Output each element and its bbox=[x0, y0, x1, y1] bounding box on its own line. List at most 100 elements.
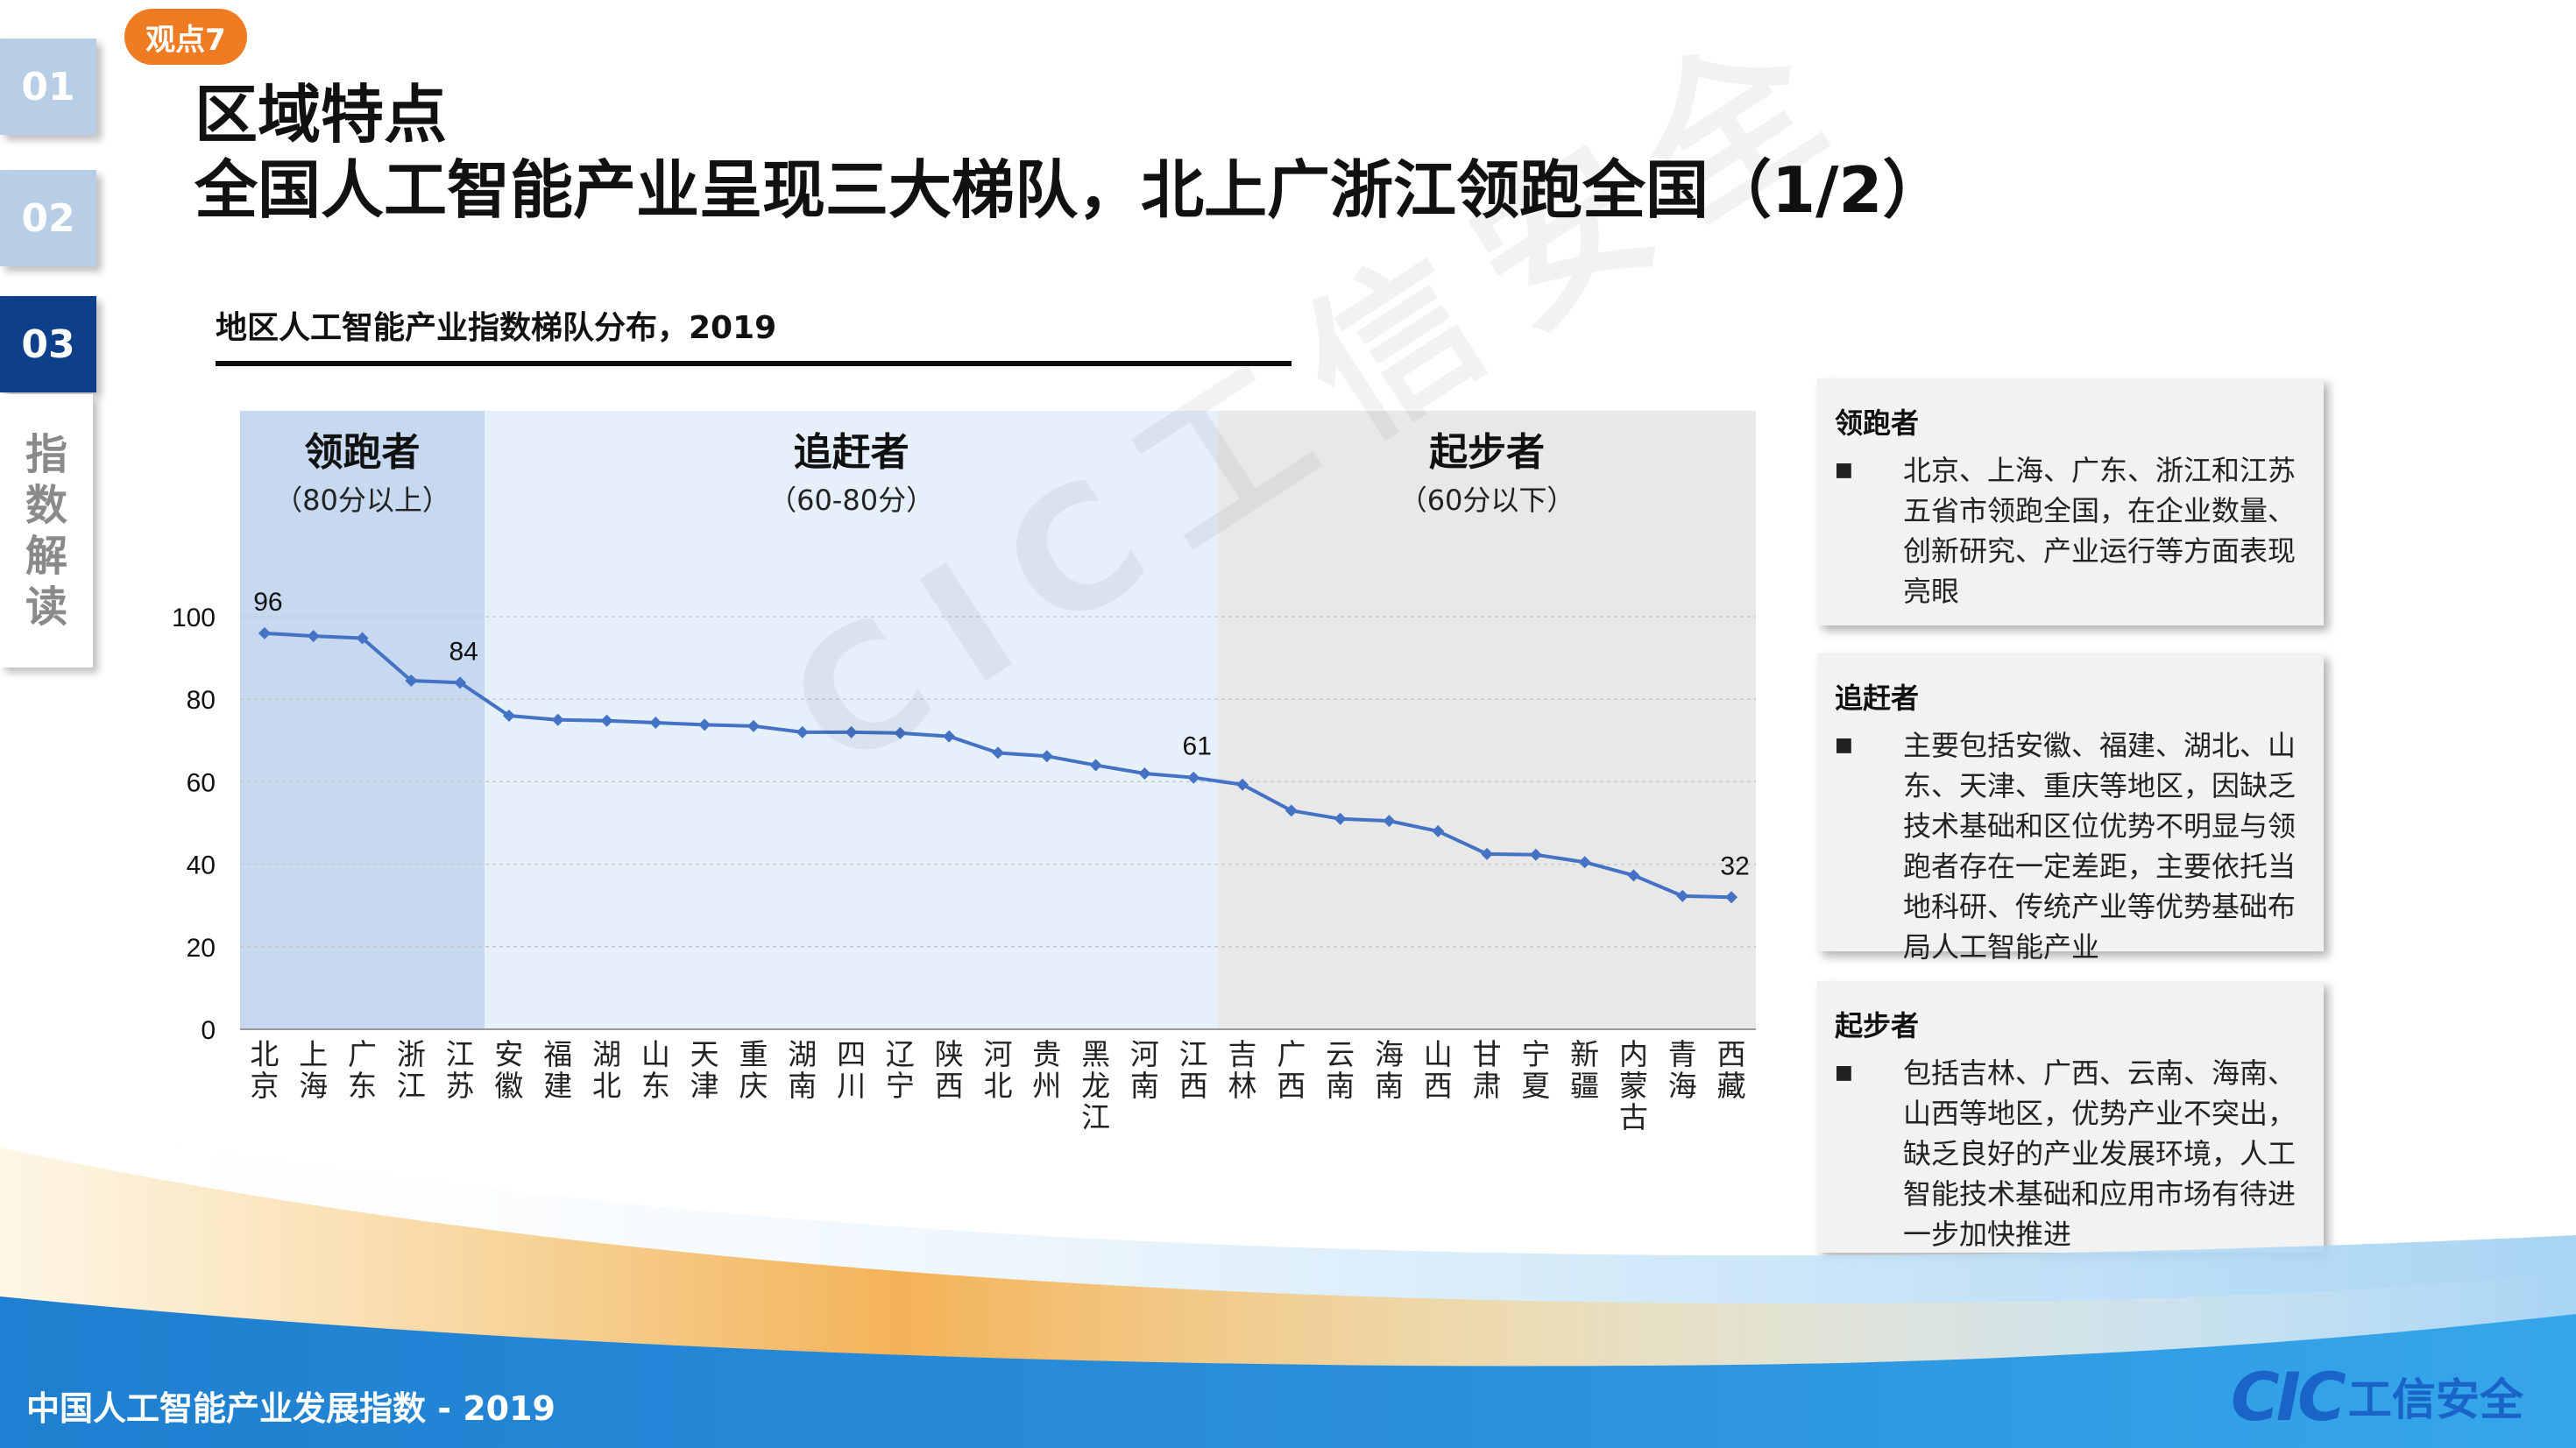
x-tick-label: 湖南 bbox=[788, 1037, 817, 1103]
panel-starters: 起步者 ■ 包括吉林、广西、云南、海南、山西等地区，优势产业不突出，缺乏良好的产… bbox=[1817, 981, 2324, 1253]
x-tick-label: 山西 bbox=[1424, 1037, 1453, 1103]
y-tick-label: 60 bbox=[187, 768, 216, 797]
data-point bbox=[1432, 824, 1445, 837]
x-tick-label: 湖北 bbox=[592, 1037, 621, 1103]
panel-text: 北京、上海、广东、浙江和江苏五省市领跑全国，在企业数量、创新研究、产业运行等方面… bbox=[1903, 454, 2296, 608]
data-point bbox=[894, 726, 907, 739]
data-point bbox=[1334, 812, 1347, 825]
data-point bbox=[258, 626, 271, 639]
data-point bbox=[1481, 847, 1494, 860]
data-point bbox=[992, 746, 1004, 759]
x-tick-label: 陕西 bbox=[935, 1037, 964, 1103]
chart-title-rule bbox=[216, 361, 1292, 366]
side-char: 指 bbox=[25, 430, 67, 479]
tier-range: （80分以上） bbox=[274, 484, 450, 517]
data-point bbox=[1138, 766, 1151, 780]
logo-text: 工信安全 bbox=[2347, 1374, 2523, 1425]
x-tick-label: 安徽 bbox=[494, 1037, 523, 1103]
x-tick-label: 新疆 bbox=[1570, 1037, 1599, 1103]
data-point bbox=[649, 717, 662, 730]
x-tick-label: 内蒙古 bbox=[1619, 1037, 1648, 1134]
x-tick-label: 重庆 bbox=[739, 1037, 768, 1103]
x-tick-label: 江西 bbox=[1179, 1037, 1208, 1103]
tab-02[interactable]: 02 bbox=[0, 170, 96, 266]
data-point bbox=[698, 718, 711, 731]
x-tick-label: 江苏 bbox=[446, 1037, 475, 1103]
data-point bbox=[1529, 848, 1542, 861]
tab-01[interactable]: 01 bbox=[0, 39, 96, 135]
panel-text: 包括吉林、广西、云南、海南、山西等地区，优势产业不突出，缺乏良好的产业发展环境，… bbox=[1903, 1056, 2296, 1251]
panel-title: 领跑者 bbox=[1835, 406, 1920, 440]
x-tick-label: 贵州 bbox=[1032, 1037, 1061, 1103]
data-point bbox=[1578, 856, 1591, 869]
side-char: 数 bbox=[25, 481, 67, 530]
y-tick-label: 20 bbox=[187, 934, 216, 963]
x-tick-label: 青海 bbox=[1668, 1037, 1697, 1103]
panel-text: 主要包括安徽、福建、湖北、山东、天津、重庆等地区，因缺乏技术基础和区位优势不明显… bbox=[1903, 729, 2296, 964]
data-point bbox=[454, 676, 467, 689]
data-point bbox=[1725, 891, 1738, 904]
data-label: 32 bbox=[1720, 851, 1749, 880]
footer-text: 中国人工智能产业发展指数 - 2019 bbox=[26, 1389, 556, 1428]
data-point bbox=[845, 725, 858, 738]
data-label: 84 bbox=[449, 637, 478, 666]
y-tick-label: 0 bbox=[201, 1016, 216, 1045]
data-point bbox=[600, 714, 613, 727]
tier-name: 追赶者 bbox=[794, 430, 909, 475]
bullet-icon: ■ bbox=[1835, 459, 1853, 481]
tab-side-label: 指 数 解 读 bbox=[0, 394, 93, 667]
panel-title: 追赶者 bbox=[1835, 682, 1920, 715]
x-tick-label: 黑龙江 bbox=[1081, 1037, 1110, 1134]
x-tick-label: 宁夏 bbox=[1521, 1037, 1550, 1103]
cic-logo: CIC 工信安全 bbox=[2231, 1358, 2523, 1436]
x-tick-label: 福建 bbox=[543, 1037, 572, 1103]
x-tick-label: 上海 bbox=[299, 1037, 328, 1103]
data-point bbox=[1383, 815, 1396, 828]
data-point bbox=[747, 719, 760, 732]
data-point bbox=[1676, 889, 1689, 902]
data-point bbox=[1236, 778, 1249, 791]
x-tick-label: 河北 bbox=[984, 1037, 1013, 1103]
data-point bbox=[1284, 804, 1298, 817]
x-tick-label: 北京 bbox=[250, 1037, 279, 1103]
y-tick-label: 100 bbox=[172, 604, 216, 632]
viewpoint-badge: 观点7 bbox=[124, 9, 247, 65]
x-tick-label: 浙江 bbox=[397, 1037, 426, 1103]
tier-name: 起步者 bbox=[1429, 430, 1545, 475]
x-tick-label: 辽宁 bbox=[886, 1037, 915, 1103]
x-tick-label: 吉林 bbox=[1228, 1037, 1257, 1103]
x-tick-label: 西藏 bbox=[1717, 1037, 1746, 1103]
tier-name: 领跑者 bbox=[305, 430, 421, 475]
x-tick-label: 山东 bbox=[641, 1037, 670, 1103]
tier-range: （60分以下） bbox=[1399, 484, 1575, 517]
x-tick-label: 河南 bbox=[1130, 1037, 1159, 1103]
x-tick-label: 海南 bbox=[1375, 1037, 1404, 1103]
page-title: 区域特点 bbox=[195, 78, 448, 152]
data-label: 61 bbox=[1183, 732, 1212, 761]
x-tick-label: 云南 bbox=[1326, 1037, 1355, 1103]
tier-band bbox=[240, 411, 485, 1029]
side-char: 解 bbox=[25, 532, 67, 581]
bullet-icon: ■ bbox=[1835, 1062, 1853, 1084]
panel-title: 起步者 bbox=[1835, 1009, 1920, 1042]
x-tick-label: 天津 bbox=[690, 1037, 719, 1103]
data-point bbox=[796, 725, 809, 738]
footer-band bbox=[0, 1112, 2576, 1448]
y-tick-label: 40 bbox=[187, 851, 216, 880]
data-label: 96 bbox=[253, 588, 282, 617]
tab-03[interactable]: 03 bbox=[0, 296, 96, 392]
bullet-icon: ■ bbox=[1835, 734, 1853, 756]
data-point bbox=[356, 632, 369, 645]
x-tick-label: 广东 bbox=[348, 1037, 377, 1103]
logo-mark: CIC bbox=[2231, 1357, 2346, 1436]
data-point bbox=[405, 675, 418, 688]
x-tick-label: 四川 bbox=[837, 1037, 866, 1103]
data-point bbox=[1040, 750, 1053, 763]
data-point bbox=[1187, 771, 1200, 784]
data-point bbox=[307, 630, 320, 643]
tier-range: （60-80分） bbox=[768, 484, 934, 517]
data-point bbox=[551, 713, 564, 726]
chart-title: 地区人工智能产业指数梯队分布，2019 bbox=[216, 310, 777, 346]
x-tick-label: 甘肃 bbox=[1473, 1037, 1502, 1103]
line-chart: 领跑者 （80分以上） 追赶者 （60-80分） 起步者 （60分以下） 0 20 40 60 80… bbox=[172, 411, 1756, 1134]
